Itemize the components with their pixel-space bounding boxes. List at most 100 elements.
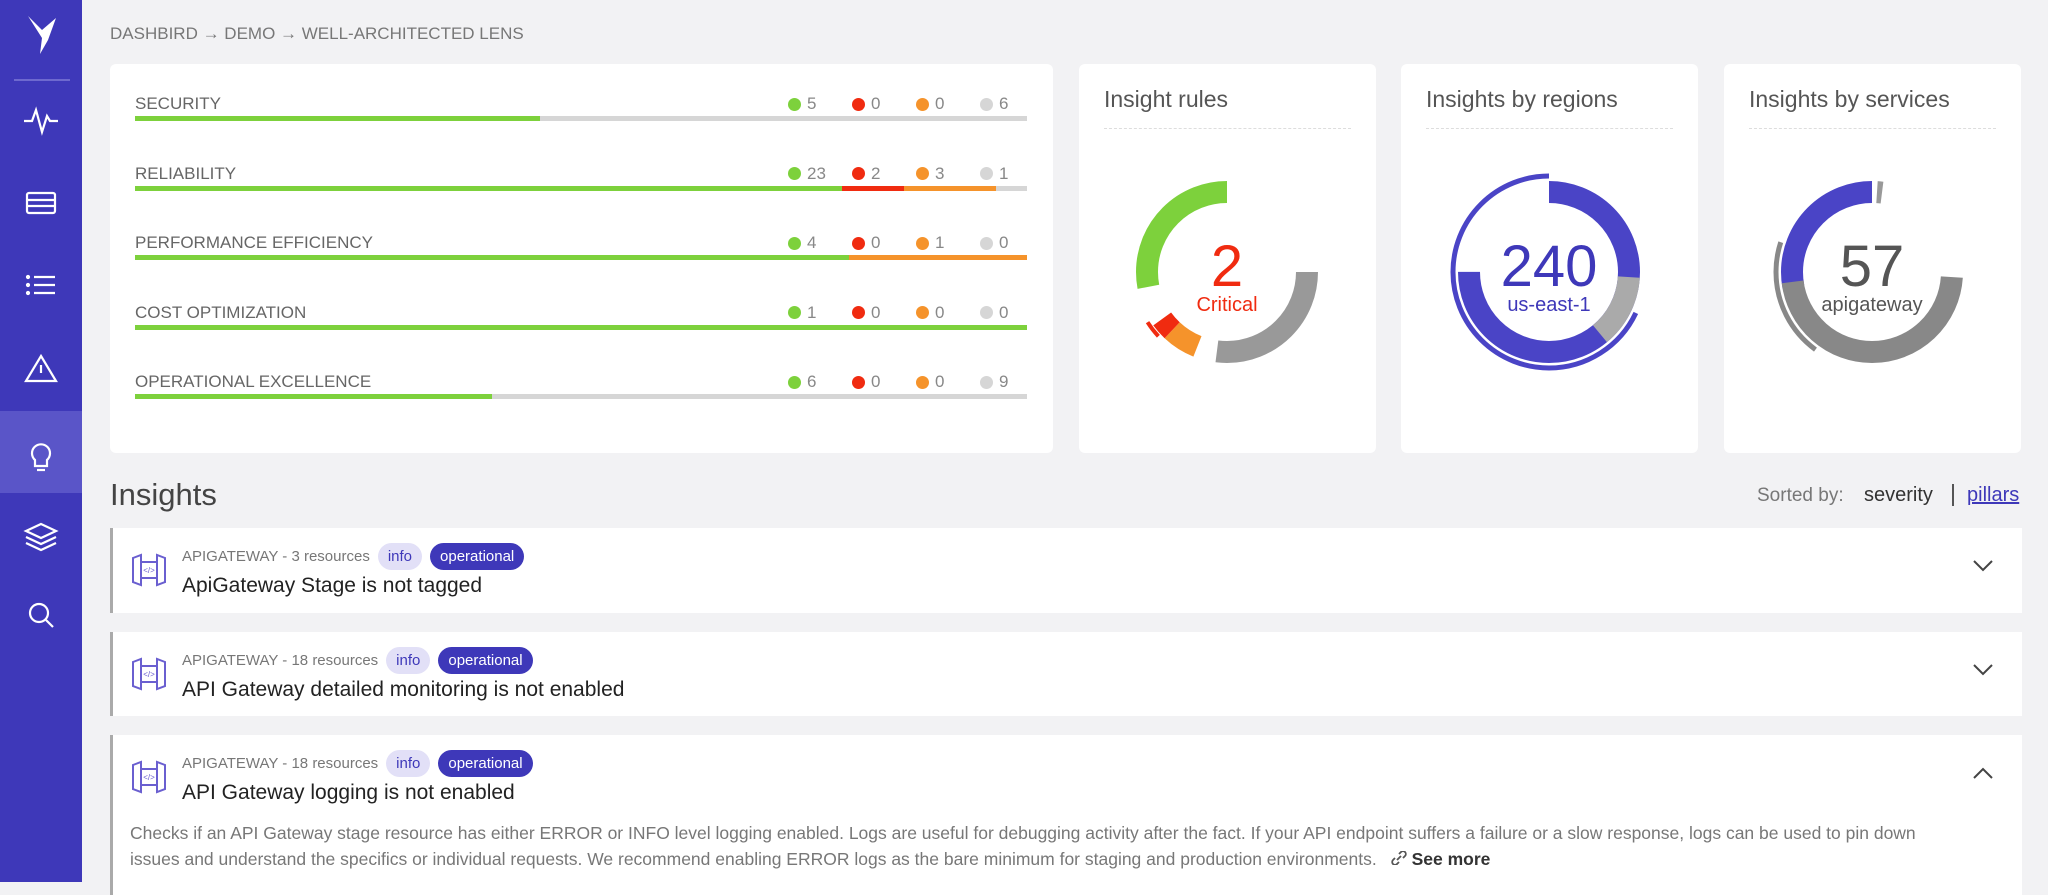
status-dot — [788, 167, 801, 180]
tag: info — [377, 543, 423, 570]
nav-icons[interactable] — [0, 0, 82, 882]
donut-value: 240 — [1501, 234, 1598, 299]
count: 6 — [999, 94, 1009, 113]
meta-line: APIGATEWAY - 3 resources info operational — [182, 543, 525, 570]
service-icon: </> — [132, 760, 166, 794]
donut-label: us-east-1 — [1507, 294, 1590, 316]
status-dot — [980, 236, 993, 250]
pillar-bar-segment — [135, 394, 492, 399]
count: 0 — [935, 372, 945, 391]
insights-heading: Insights — [110, 477, 217, 512]
status-dot — [852, 375, 865, 389]
status-count: 4 — [788, 233, 816, 253]
status-count: 6 — [980, 94, 1008, 114]
sort-option[interactable]: pillars — [1967, 484, 2020, 506]
status-dot — [980, 306, 993, 319]
status-dot — [852, 167, 865, 180]
count: 0 — [935, 302, 945, 322]
donut-segment — [1781, 181, 1963, 363]
svg-text:</>: </> — [143, 670, 155, 679]
chevron[interactable] — [1972, 765, 1994, 781]
tag: operational — [438, 750, 533, 777]
insight-row[interactable]: </> APIGATEWAY - 18 resources info operati… — [110, 735, 2022, 895]
description: Checks if an API Gateway stage resource … — [130, 823, 1916, 843]
status-dot — [852, 306, 865, 319]
count: 0 — [871, 372, 881, 391]
svg-text:</>: </> — [143, 566, 155, 575]
donut-segment — [1450, 173, 1648, 371]
pillar-bar-segment — [540, 116, 1027, 121]
pillar-label: PERFORMANCE EFFICIENCY — [135, 233, 374, 252]
chevron[interactable] — [1972, 558, 1994, 574]
status-dot — [916, 375, 929, 389]
pillar-bar-segment — [842, 185, 904, 191]
count: 3 — [935, 163, 945, 183]
chevron[interactable] — [1972, 662, 1994, 678]
status-dot — [980, 97, 993, 111]
count: 23 — [807, 163, 826, 183]
donut-segment — [1773, 173, 1971, 371]
pillar-bar-segment — [996, 185, 1027, 191]
count: 2 — [871, 163, 881, 183]
pillar-label: SECURITY — [135, 94, 221, 113]
insight-row[interactable]: </> APIGATEWAY - 18 resources info operati… — [110, 632, 2022, 716]
count: 0 — [871, 302, 881, 322]
link-icon — [1391, 850, 1407, 866]
see-more-link[interactable]: See more — [1391, 849, 1490, 869]
status-count: 0 — [980, 233, 1008, 253]
status-count: 0 — [852, 303, 880, 323]
svg-text:</>: </> — [143, 773, 155, 782]
count: 0 — [935, 94, 945, 113]
status-count: 0 — [916, 94, 944, 114]
meta-line: APIGATEWAY - 18 resources info operational — [182, 647, 533, 674]
count: 0 — [871, 233, 881, 252]
donut-segment — [1458, 181, 1640, 363]
status-dot — [788, 306, 801, 319]
status-count: 5 — [788, 94, 816, 114]
meta-line: APIGATEWAY - 18 resources info operational — [182, 750, 533, 777]
insight-title: ApiGateway Stage is not tagged — [182, 574, 483, 597]
service-icon: </> — [132, 553, 166, 587]
count: 0 — [999, 302, 1009, 322]
insight-row[interactable]: </> APIGATEWAY - 3 resources info operatio… — [110, 528, 2022, 613]
pillar-bar-segment — [491, 394, 1027, 399]
sort-option[interactable]: severity — [1864, 484, 1933, 506]
active-nav — [0, 411, 82, 493]
summary-card: Insight rules 2 Critical — [1079, 64, 1376, 453]
insight-title: API Gateway detailed monitoring is not e… — [182, 678, 625, 701]
pillar-bar-segment — [135, 116, 541, 121]
pillar-bar-segment — [848, 255, 1027, 260]
breadcrumb[interactable]: DASHBIRD → DEMO → WELL-ARCHITECTED LENS — [110, 24, 524, 43]
pillar-label: RELIABILITY — [135, 163, 237, 183]
pillar-label: COST OPTIMIZATION — [135, 302, 307, 322]
count: 0 — [999, 233, 1009, 252]
count: 4 — [807, 233, 817, 252]
donut-value: 57 — [1840, 234, 1905, 299]
pillars-card: SECURITY 5 0 0 6 RELIABILITY 23 2 3 1 PERFORMANCE … — [110, 64, 1053, 453]
status-count: 6 — [788, 372, 816, 392]
pillar-bar-segment — [135, 324, 1027, 330]
description: issues and understand the specifics or i… — [130, 849, 1491, 869]
status-dot — [916, 97, 929, 111]
summary-card: Insights by regions 240 us-east-1 — [1401, 64, 1698, 453]
service-icon: </> — [132, 657, 166, 691]
insight-title: API Gateway logging is not enabled — [182, 781, 515, 804]
status-count: 2 — [852, 164, 880, 184]
status-count: 1 — [788, 303, 816, 323]
status-dot — [852, 97, 865, 111]
logo — [28, 16, 56, 54]
sidebar — [0, 0, 82, 882]
sort-label: Sorted by: — [1757, 485, 1844, 506]
status-dot — [788, 375, 801, 389]
separator — [1952, 484, 1954, 506]
card-title: Insights by services — [1749, 86, 1950, 112]
status-count: 1 — [916, 233, 944, 253]
status-dot — [788, 236, 801, 250]
divider — [1749, 128, 1996, 129]
status-dot — [788, 97, 801, 111]
count: 1 — [807, 302, 817, 322]
status-dot — [852, 236, 865, 250]
